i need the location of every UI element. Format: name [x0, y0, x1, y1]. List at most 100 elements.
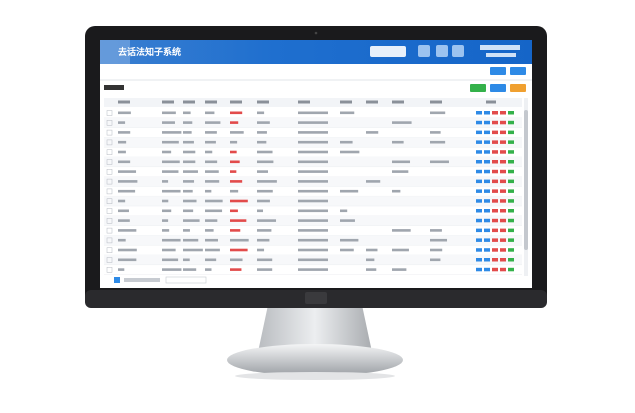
row-action[interactable]: [492, 179, 498, 184]
row-checkbox[interactable]: [106, 208, 113, 214]
import-button[interactable]: [490, 84, 506, 92]
header-icon-help[interactable]: [452, 45, 464, 57]
row-action[interactable]: [500, 140, 506, 144]
row-action[interactable]: [500, 189, 506, 193]
reset-button[interactable]: [510, 67, 526, 75]
header-switch[interactable]: [370, 46, 406, 57]
row-action[interactable]: [476, 199, 482, 203]
row-action[interactable]: [508, 160, 514, 164]
row-action[interactable]: [492, 120, 498, 125]
row-action[interactable]: [508, 228, 514, 233]
row-action[interactable]: [484, 179, 490, 184]
row-action[interactable]: [484, 248, 490, 252]
header-icon-settings[interactable]: [436, 45, 448, 57]
row-action[interactable]: [492, 267, 498, 272]
row-action[interactable]: [508, 248, 514, 252]
page-current[interactable]: [114, 277, 120, 283]
row-checkbox[interactable]: [106, 247, 113, 253]
row-action[interactable]: [508, 150, 514, 154]
row-action[interactable]: [500, 150, 506, 154]
row-action[interactable]: [508, 238, 514, 242]
row-action[interactable]: [492, 189, 498, 193]
row-action[interactable]: [476, 248, 482, 252]
row-action[interactable]: [484, 140, 490, 144]
row-action[interactable]: [500, 238, 506, 242]
row-action[interactable]: [508, 140, 514, 144]
row-action[interactable]: [484, 218, 490, 223]
row-checkbox[interactable]: [106, 237, 113, 244]
row-action[interactable]: [500, 228, 506, 233]
row-action[interactable]: [508, 209, 514, 213]
row-action[interactable]: [508, 130, 514, 135]
export-button[interactable]: [510, 84, 526, 92]
row-action[interactable]: [500, 218, 506, 223]
row-action[interactable]: [492, 209, 498, 213]
row-action[interactable]: [476, 267, 482, 272]
row-checkbox[interactable]: [106, 178, 113, 185]
row-action[interactable]: [500, 111, 506, 115]
row-action[interactable]: [476, 130, 482, 135]
header-icon-user[interactable]: [418, 45, 430, 57]
row-action[interactable]: [492, 130, 498, 135]
row-action[interactable]: [476, 140, 482, 144]
row-action[interactable]: [492, 169, 498, 174]
row-action[interactable]: [492, 248, 498, 252]
row-checkbox[interactable]: [106, 267, 113, 273]
page-size[interactable]: [165, 276, 207, 284]
row-checkbox[interactable]: [106, 188, 113, 195]
row-action[interactable]: [500, 258, 506, 262]
row-action[interactable]: [500, 199, 506, 203]
row-checkbox[interactable]: [106, 198, 113, 204]
row-action[interactable]: [492, 150, 498, 154]
row-action[interactable]: [492, 238, 498, 242]
row-action[interactable]: [476, 228, 482, 233]
row-checkbox[interactable]: [106, 159, 113, 165]
row-action[interactable]: [492, 160, 498, 164]
row-checkbox[interactable]: [106, 120, 113, 126]
row-action[interactable]: [484, 160, 490, 164]
row-action[interactable]: [500, 209, 506, 213]
row-action[interactable]: [500, 130, 506, 135]
row-checkbox[interactable]: [106, 169, 113, 175]
row-action[interactable]: [484, 209, 490, 213]
row-action[interactable]: [484, 150, 490, 154]
row-checkbox[interactable]: [106, 227, 113, 234]
row-checkbox[interactable]: [106, 110, 113, 116]
row-action[interactable]: [484, 120, 490, 125]
row-action[interactable]: [476, 150, 482, 154]
row-action[interactable]: [508, 111, 514, 115]
row-action[interactable]: [500, 169, 506, 174]
row-action[interactable]: [484, 169, 490, 174]
row-action[interactable]: [484, 267, 490, 272]
row-action[interactable]: [508, 218, 514, 223]
row-checkbox[interactable]: [106, 139, 113, 146]
row-action[interactable]: [476, 179, 482, 184]
row-action[interactable]: [500, 267, 506, 272]
row-action[interactable]: [484, 111, 490, 115]
row-action[interactable]: [500, 120, 506, 125]
row-action[interactable]: [492, 218, 498, 223]
row-action[interactable]: [508, 120, 514, 125]
row-action[interactable]: [492, 140, 498, 144]
row-action[interactable]: [476, 111, 482, 115]
row-action[interactable]: [476, 169, 482, 174]
add-button[interactable]: [470, 84, 486, 92]
row-action[interactable]: [500, 160, 506, 164]
row-action[interactable]: [476, 258, 482, 262]
row-action[interactable]: [484, 228, 490, 233]
row-action[interactable]: [492, 199, 498, 203]
row-action[interactable]: [484, 238, 490, 242]
row-action[interactable]: [500, 179, 506, 184]
row-action[interactable]: [476, 209, 482, 213]
row-action[interactable]: [476, 189, 482, 193]
row-action[interactable]: [508, 189, 514, 193]
row-action[interactable]: [492, 111, 498, 115]
row-action[interactable]: [484, 258, 490, 262]
row-action[interactable]: [508, 169, 514, 174]
row-checkbox[interactable]: [106, 129, 113, 136]
row-checkbox[interactable]: [106, 149, 113, 155]
row-action[interactable]: [484, 130, 490, 135]
row-action[interactable]: [476, 238, 482, 242]
row-action[interactable]: [500, 248, 506, 252]
row-checkbox[interactable]: [106, 218, 113, 224]
